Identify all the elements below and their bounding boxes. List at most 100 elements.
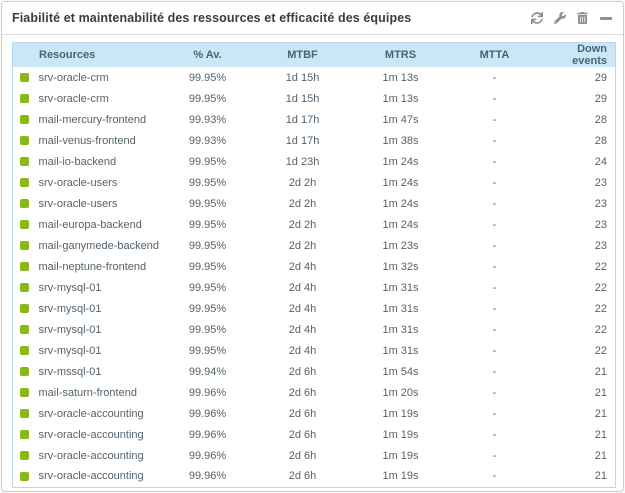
availability-value: 99.96% (162, 424, 253, 445)
availability-value: 99.96% (162, 445, 253, 466)
down-events-value: 29 (540, 88, 616, 109)
table-row: mail-neptune-frontend 99.95% 2d 4h 1m 32… (12, 256, 616, 277)
availability-value: 99.94% (162, 361, 253, 382)
column-header-mtrs[interactable]: MTRS (352, 42, 449, 67)
status-cell (12, 424, 39, 445)
table-row: srv-mysql-01 99.95% 2d 4h 1m 31s - 22 (12, 298, 616, 319)
mtta-value: - (448, 403, 541, 424)
status-cell (12, 319, 39, 340)
wrench-icon[interactable] (553, 12, 566, 25)
table-row: srv-mysql-01 99.95% 2d 4h 1m 31s - 22 (12, 277, 616, 298)
status-ok-icon (20, 471, 29, 481)
status-ok-icon (20, 94, 29, 104)
mtta-value: - (448, 88, 541, 109)
status-ok-icon (20, 178, 29, 188)
table-body: srv-oracle-crm 99.95% 1d 15h 1m 13s - 29… (12, 67, 616, 487)
mtrs-value: 1m 47s (352, 109, 449, 130)
status-ok-icon (20, 262, 29, 272)
availability-value: 99.96% (162, 466, 253, 487)
availability-value: 99.95% (162, 298, 253, 319)
table-row: srv-oracle-users 99.95% 2d 2h 1m 24s - 2… (12, 172, 616, 193)
down-events-value: 23 (540, 214, 616, 235)
resource-name: srv-oracle-accounting (38, 403, 163, 424)
mtrs-value: 1m 24s (352, 193, 449, 214)
refresh-icon[interactable] (530, 12, 543, 25)
down-events-value: 23 (540, 235, 616, 256)
availability-value: 99.95% (162, 340, 253, 361)
availability-value: 99.96% (162, 403, 253, 424)
mtta-value: - (448, 172, 541, 193)
table-row: srv-oracle-crm 99.95% 1d 15h 1m 13s - 29 (12, 88, 616, 109)
status-ok-icon (20, 325, 29, 335)
mtrs-value: 1m 13s (352, 67, 449, 88)
resource-name: srv-mysql-01 (38, 277, 163, 298)
mtrs-value: 1m 20s (352, 382, 449, 403)
column-header-mtta[interactable]: MTTA (448, 42, 541, 67)
mtbf-value: 2d 4h (252, 298, 353, 319)
down-events-value: 24 (540, 151, 616, 172)
mtrs-value: 1m 19s (352, 466, 449, 487)
column-header-resources[interactable]: Resources (12, 42, 163, 67)
mtbf-value: 2d 6h (252, 466, 353, 487)
down-events-value: 29 (540, 67, 616, 88)
status-ok-icon (20, 451, 29, 461)
column-header-down-events[interactable]: Down events (540, 42, 616, 67)
down-events-value: 22 (540, 256, 616, 277)
mtrs-value: 1m 19s (352, 445, 449, 466)
availability-value: 99.93% (162, 109, 253, 130)
table-row: srv-oracle-accounting 99.96% 2d 6h 1m 19… (12, 445, 616, 466)
availability-value: 99.95% (162, 151, 253, 172)
mtbf-value: 2d 4h (252, 319, 353, 340)
table-row: mail-ganymede-backend 99.95% 2d 2h 1m 23… (12, 235, 616, 256)
availability-value: 99.93% (162, 130, 253, 151)
resource-name: srv-oracle-crm (38, 67, 163, 88)
mtrs-value: 1m 38s (352, 130, 449, 151)
status-cell (12, 130, 39, 151)
mtbf-value: 2d 6h (252, 424, 353, 445)
table-row: srv-oracle-users 99.95% 2d 2h 1m 24s - 2… (12, 193, 616, 214)
resource-name: mail-mercury-frontend (38, 109, 163, 130)
table-row: srv-mssql-01 99.94% 2d 6h 1m 54s - 21 (12, 361, 616, 382)
down-events-value: 28 (540, 130, 616, 151)
minimize-icon[interactable] (599, 12, 612, 25)
status-cell (12, 172, 39, 193)
table-row: srv-oracle-accounting 99.96% 2d 6h 1m 19… (12, 466, 616, 487)
down-events-value: 28 (540, 109, 616, 130)
resource-name: srv-oracle-crm (38, 88, 163, 109)
mtta-value: - (448, 67, 541, 88)
table-row: mail-europa-backend 99.95% 2d 2h 1m 24s … (12, 214, 616, 235)
status-cell (12, 67, 39, 88)
status-ok-icon (20, 367, 29, 377)
status-cell (12, 382, 39, 403)
mtrs-value: 1m 24s (352, 172, 449, 193)
status-ok-icon (20, 73, 29, 83)
mtta-value: - (448, 424, 541, 445)
trash-icon[interactable] (576, 12, 589, 25)
mtta-value: - (448, 298, 541, 319)
mtrs-value: 1m 19s (352, 403, 449, 424)
mtta-value: - (448, 382, 541, 403)
mtbf-value: 2d 2h (252, 172, 353, 193)
status-cell (12, 109, 39, 130)
column-header-mtbf[interactable]: MTBF (252, 42, 353, 67)
status-cell (12, 445, 39, 466)
widget-body: Resources % Av. MTBF MTRS MTTA Down even… (2, 35, 623, 488)
resource-name: mail-neptune-frontend (38, 256, 163, 277)
mtbf-value: 2d 6h (252, 382, 353, 403)
mtrs-value: 1m 31s (352, 319, 449, 340)
availability-value: 99.95% (162, 235, 253, 256)
status-cell (12, 193, 39, 214)
mtbf-value: 2d 6h (252, 403, 353, 424)
mtta-value: - (448, 256, 541, 277)
availability-value: 99.95% (162, 256, 253, 277)
table-row: srv-oracle-accounting 99.96% 2d 6h 1m 19… (12, 424, 616, 445)
status-cell (12, 361, 39, 382)
widget-title-bar: Fiabilité et maintenabilité des ressourc… (2, 2, 623, 35)
column-header-availability[interactable]: % Av. (162, 42, 253, 67)
status-ok-icon (20, 199, 29, 209)
mtbf-value: 2d 4h (252, 277, 353, 298)
status-cell (12, 466, 39, 487)
resource-name: srv-mysql-01 (38, 319, 163, 340)
down-events-value: 21 (540, 382, 616, 403)
